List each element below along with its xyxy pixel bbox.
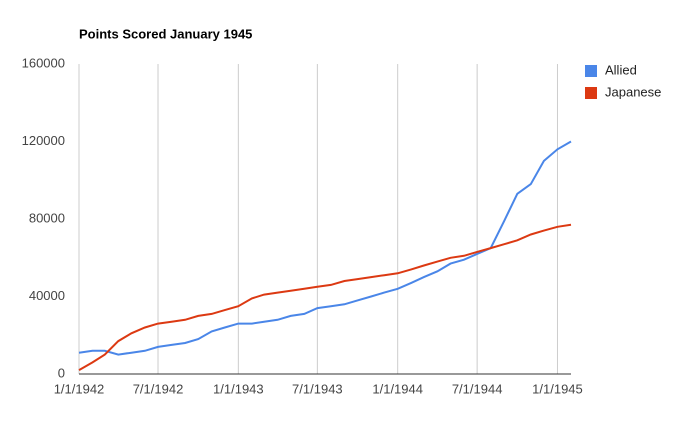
y-tick-label: 160000 (22, 55, 65, 70)
x-tick-label: 1/1/1944 (372, 381, 423, 396)
y-tick-label: 120000 (22, 133, 65, 148)
legend-swatch (585, 87, 597, 99)
y-tick-label: 40000 (29, 288, 65, 303)
series-line (78, 223, 572, 371)
x-tick-label: 7/1/1944 (452, 381, 503, 396)
x-tick-label: 1/1/1942 (54, 381, 105, 396)
series-line (78, 140, 572, 356)
legend-text: Japanese (605, 84, 661, 99)
x-tick-label: 1/1/1945 (532, 381, 583, 396)
x-tick-label: 7/1/1943 (292, 381, 343, 396)
y-tick-label: 80000 (29, 210, 65, 225)
legend-text: Allied (605, 62, 637, 77)
y-tick-label: 0 (58, 365, 65, 380)
legend-swatch (585, 65, 597, 77)
x-tick-label: 1/1/1943 (213, 381, 264, 396)
x-tick-label: 7/1/1942 (133, 381, 184, 396)
chart-title: Points Scored January 1945 (79, 26, 252, 41)
